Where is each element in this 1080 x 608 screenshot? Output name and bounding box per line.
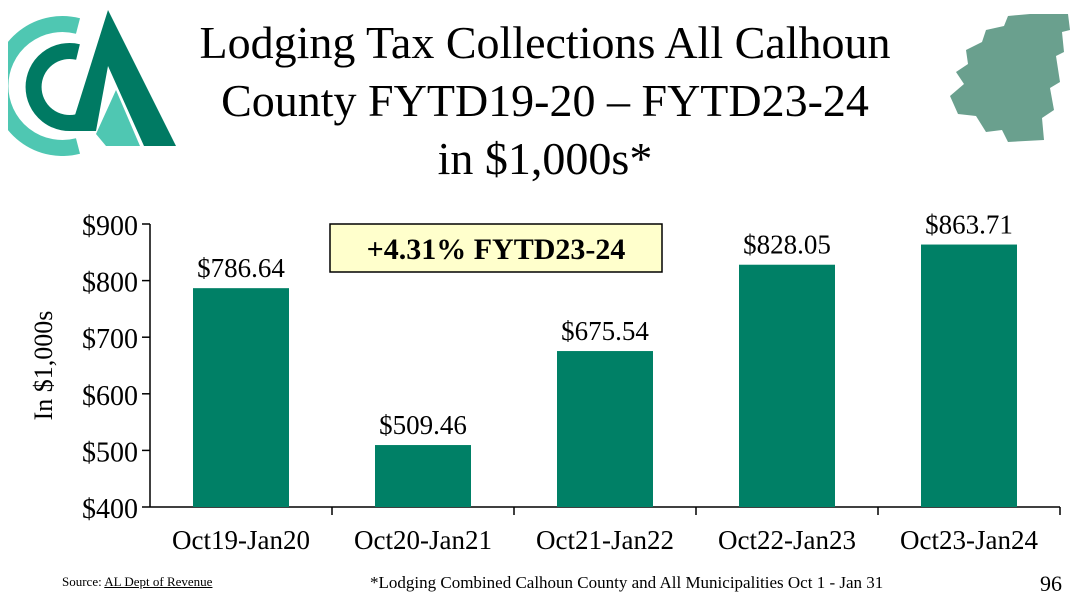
x-tick-label: Oct20-Jan21 (354, 525, 492, 555)
data-label: $509.46 (379, 410, 467, 440)
y-tick-label: $400 (82, 494, 138, 525)
source-note: Source: AL Dept of Revenue (62, 574, 212, 590)
x-tick-label: Oct23-Jan24 (900, 525, 1038, 555)
data-label: $863.71 (925, 210, 1013, 240)
y-tick-label: $800 (82, 268, 138, 299)
slide-title: Lodging Tax Collections All Calhoun Coun… (110, 14, 980, 188)
logo-triangle-dark (70, 10, 176, 146)
annotation-text: +4.31% FYTD23-24 (367, 233, 626, 266)
x-tick-label: Oct22-Jan23 (718, 525, 856, 555)
bar (739, 264, 835, 507)
source-link[interactable]: AL Dept of Revenue (104, 574, 213, 589)
calhoun-logo (8, 10, 176, 156)
county-map-icon (950, 14, 1070, 142)
y-tick-label: $500 (82, 437, 138, 468)
bar (193, 288, 289, 507)
data-label: $786.64 (197, 253, 285, 283)
bar (557, 351, 653, 507)
data-label: $828.05 (743, 230, 831, 260)
x-tick-label: Oct21-Jan22 (536, 525, 674, 555)
logo-c-outer (8, 16, 81, 156)
annotation-callout: +4.31% FYTD23-24 (329, 223, 663, 273)
footnote: *Lodging Combined Calhoun County and All… (370, 573, 884, 592)
bar (921, 244, 1017, 507)
data-label: $675.54 (561, 316, 649, 346)
y-tick-label: $600 (82, 381, 138, 412)
y-tick-label: $700 (82, 324, 138, 355)
annotation-box (329, 223, 663, 273)
y-tick-label: $900 (82, 211, 138, 242)
title-line-3: in $1,000s* (437, 133, 653, 184)
x-tick-label: Oct19-Jan20 (172, 525, 310, 555)
logo-triangle-light (96, 90, 140, 146)
page-number: 96 (1040, 571, 1062, 596)
bar (375, 445, 471, 507)
source-label: Source: (62, 574, 102, 589)
y-axis-title: In $1,000s (29, 311, 58, 421)
logo-c-inner (25, 43, 80, 131)
title-line-2: County FYTD19-20 – FYTD23-24 (221, 75, 869, 126)
title-line-1: Lodging Tax Collections All Calhoun (199, 17, 891, 68)
